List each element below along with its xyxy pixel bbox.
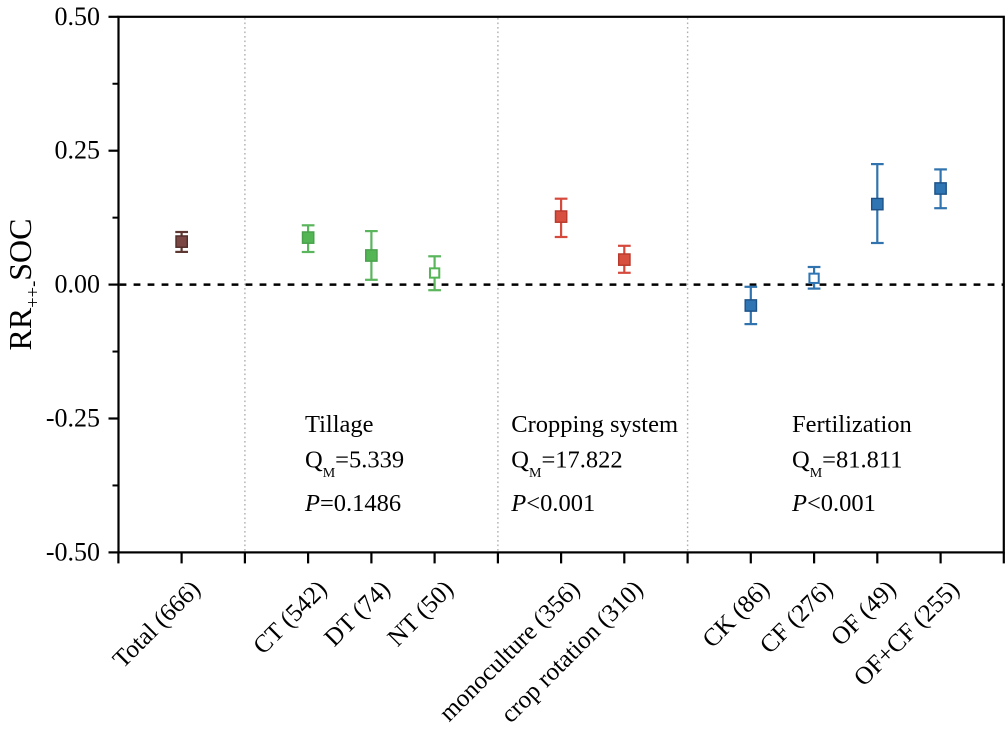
svg-text:NT (50): NT (50): [383, 576, 459, 652]
svg-text:0.00: 0.00: [55, 270, 101, 299]
svg-text:QM=81.811: QM=81.811: [792, 447, 902, 482]
svg-text:QM=5.339: QM=5.339: [305, 447, 404, 482]
svg-text:Total (666): Total (666): [108, 576, 206, 674]
svg-text:DT (74): DT (74): [319, 576, 395, 652]
svg-text:0.25: 0.25: [55, 136, 101, 165]
svg-text:-0.50: -0.50: [46, 537, 100, 566]
svg-text:0.50: 0.50: [55, 2, 101, 31]
svg-text:Fertilization: Fertilization: [792, 411, 912, 438]
svg-text:P<0.001: P<0.001: [791, 490, 876, 517]
svg-text:P=0.1486: P=0.1486: [304, 490, 401, 517]
svg-text:Tillage: Tillage: [305, 411, 374, 438]
svg-text:QM=17.822: QM=17.822: [511, 447, 622, 482]
svg-text:Cropping system: Cropping system: [511, 411, 678, 438]
svg-text:RR++-SOC: RR++-SOC: [2, 219, 44, 351]
svg-text:CT (542): CT (542): [248, 576, 332, 660]
svg-text:-0.25: -0.25: [46, 404, 100, 433]
svg-text:P<0.001: P<0.001: [510, 490, 595, 517]
